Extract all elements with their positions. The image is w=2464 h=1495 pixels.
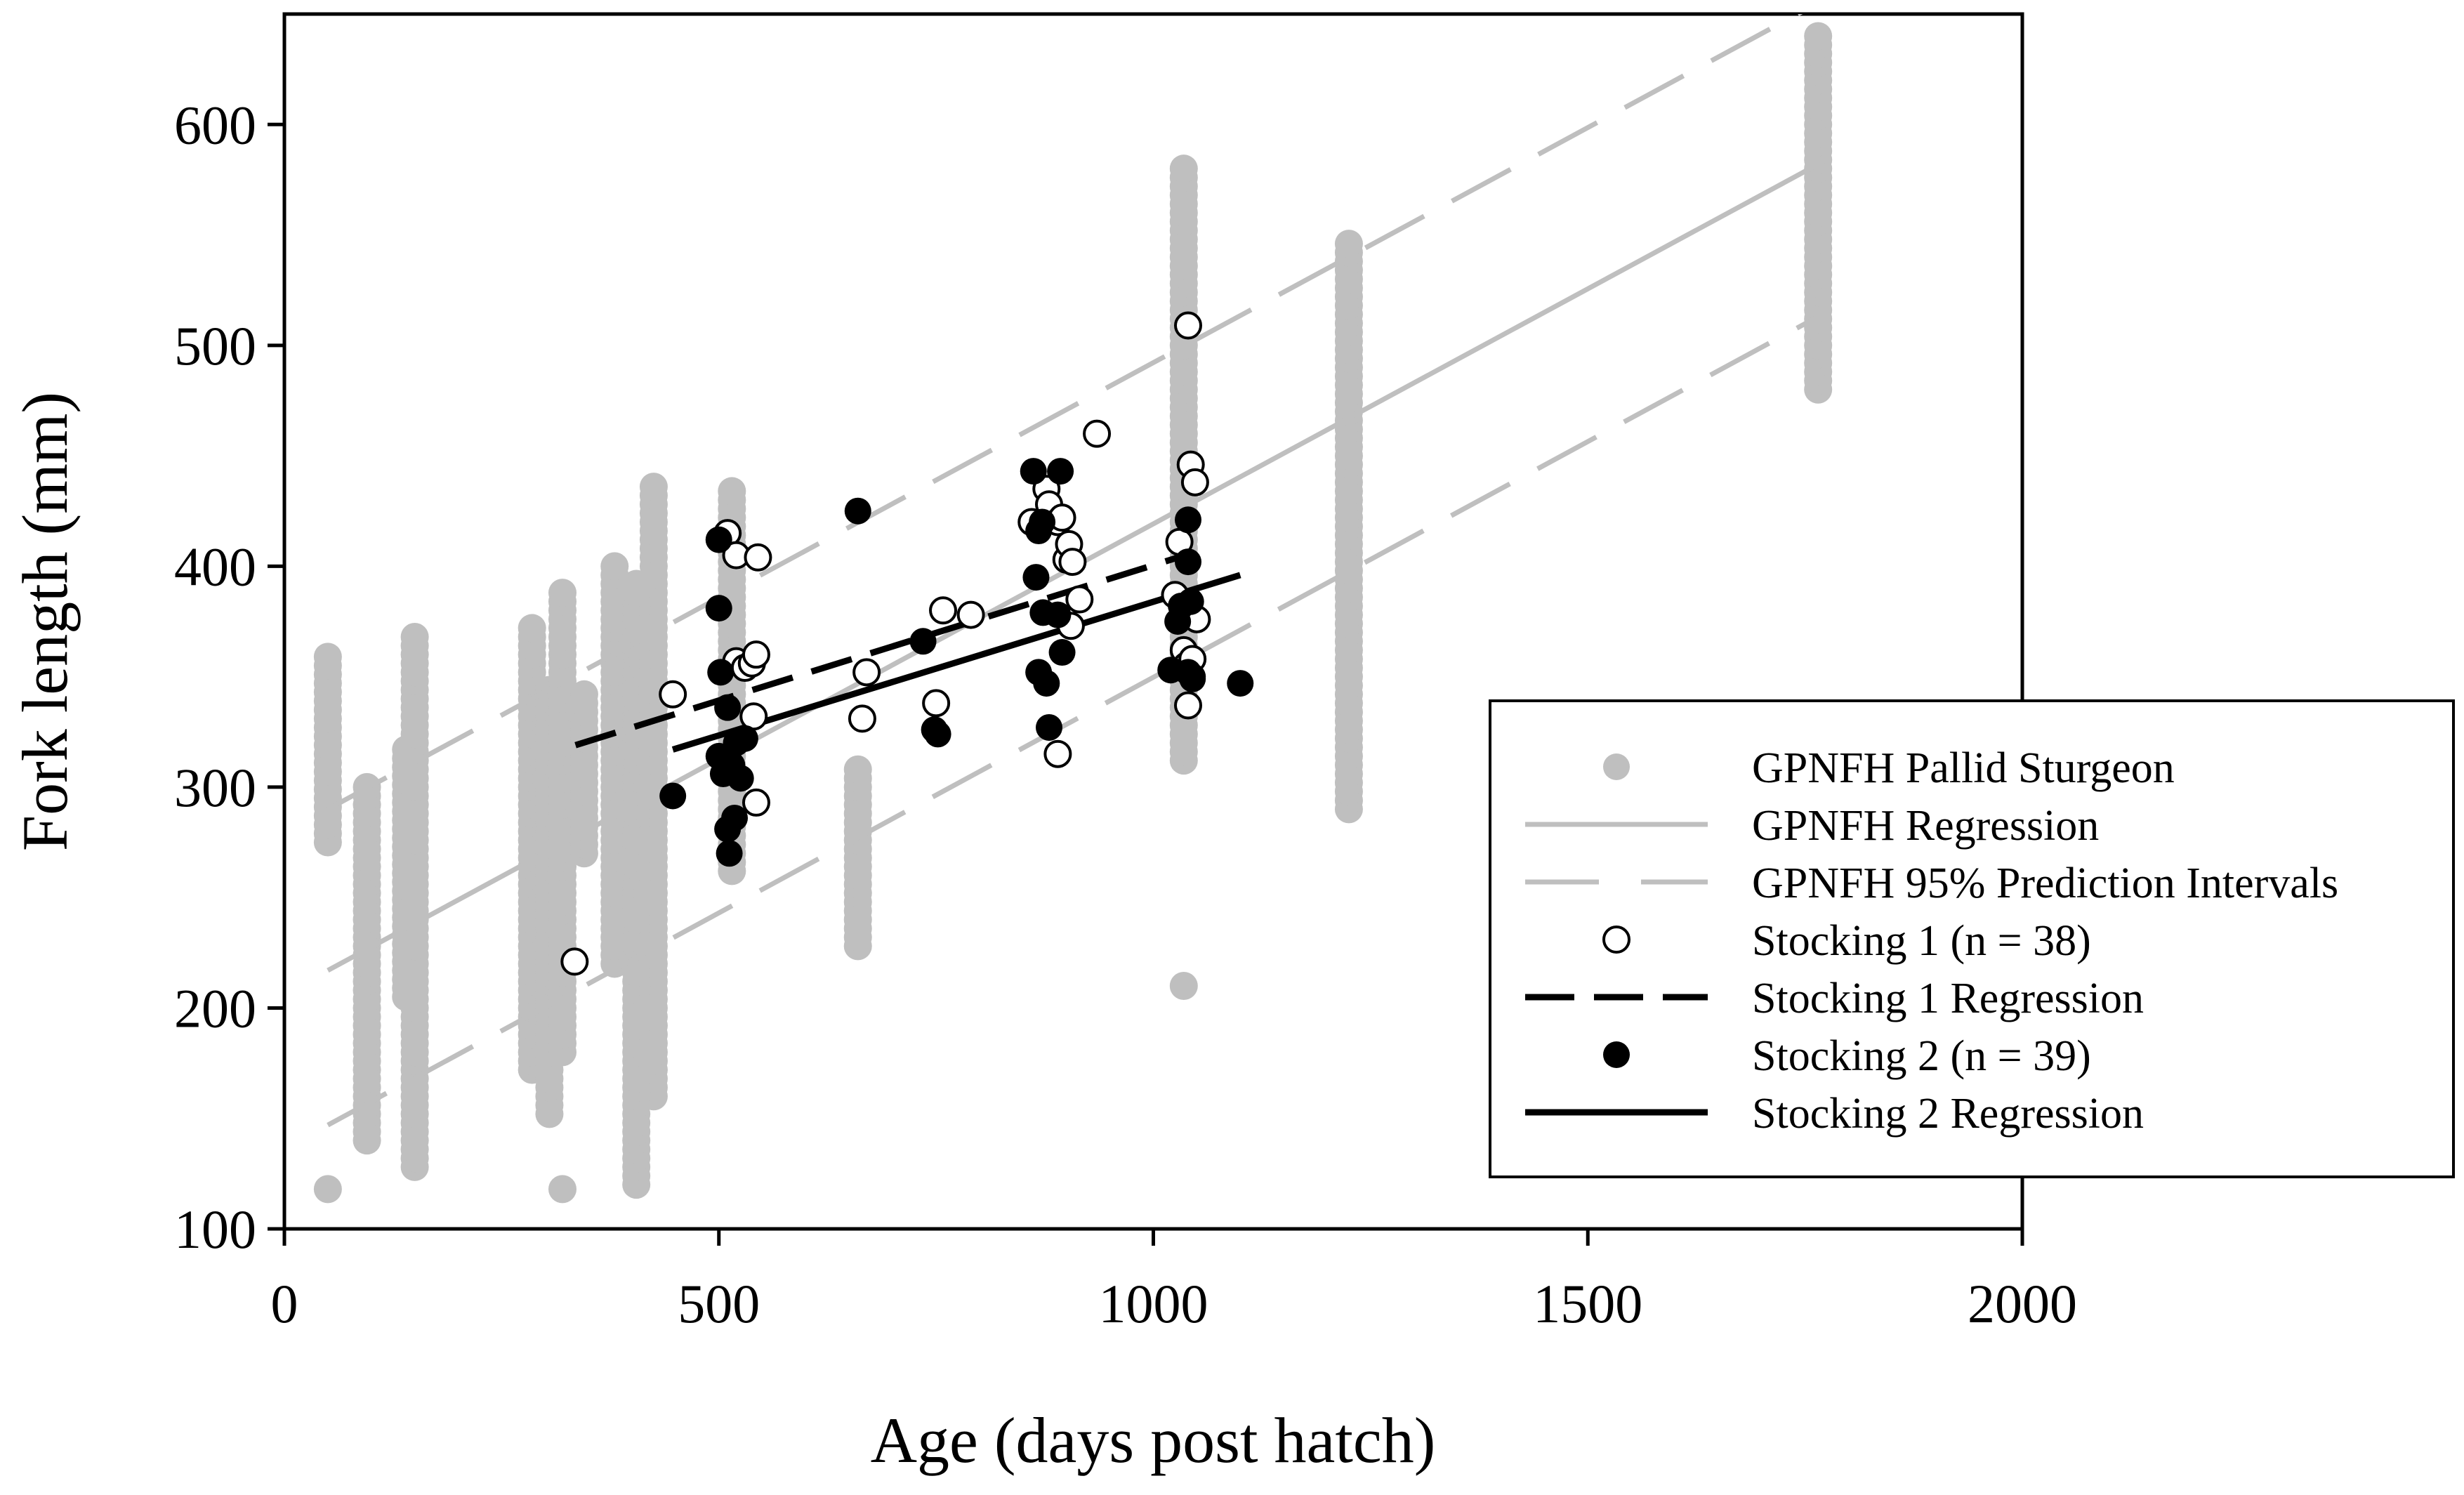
- stocking-2-point: [705, 595, 732, 622]
- gpnfh-point: [569, 680, 598, 709]
- x-tick-label: 1500: [1533, 1273, 1642, 1334]
- stocking-2-point: [1175, 548, 1201, 576]
- stocking-2-point: [659, 782, 687, 810]
- gpnfh-point: [600, 552, 629, 581]
- gpnfh-point: [1169, 154, 1198, 183]
- stocking-2-point: [1179, 663, 1206, 690]
- gpnfh-prediction-interval-upper: [327, 14, 1803, 812]
- legend-box: [1489, 699, 2455, 1178]
- gpnfh-point: [1334, 230, 1363, 258]
- stocking-1-point: [848, 704, 876, 733]
- stocking-2-point: [844, 497, 871, 525]
- x-axis-title: Age (days post hatch): [871, 1404, 1436, 1476]
- legend-label: GPNFH Pallid Sturgeon: [1752, 744, 2175, 792]
- x-tick-label: 0: [271, 1273, 298, 1334]
- ticks-layer: 0 500 1000 1500 2000 100 200 300 400 500 600: [174, 94, 2077, 1334]
- stocking-2-point: [707, 659, 734, 686]
- y-tick-label: 600: [174, 94, 256, 155]
- gpnfh-point: [1804, 22, 1833, 51]
- legend: GPNFH Pallid Sturgeon GPNFH Regression GPN…: [1489, 699, 2455, 1178]
- stocking-1-point: [1058, 548, 1087, 577]
- stocking-1-point: [659, 680, 687, 709]
- gpnfh-point: [548, 579, 577, 607]
- series-layer: [313, 14, 1833, 1204]
- stocking-1-point: [742, 788, 770, 817]
- y-tick-label: 500: [174, 315, 256, 376]
- stocking-1-point: [560, 947, 589, 976]
- gpnfh-point: [843, 755, 872, 784]
- gpnfh-prediction-interval-lower: [327, 314, 1819, 1128]
- legend-symbol: [1602, 926, 1630, 954]
- stocking-2-point: [909, 628, 937, 655]
- gpnfh-point: [400, 623, 429, 652]
- x-tick-label: 500: [678, 1273, 760, 1334]
- stocking-1-point: [922, 689, 951, 718]
- stocking-2-point: [721, 804, 749, 831]
- stocking-2-regression-line: [671, 572, 1241, 753]
- stocking-2-point: [731, 725, 758, 752]
- x-tick-label: 1000: [1099, 1273, 1208, 1334]
- stocking-1-point: [956, 600, 985, 629]
- gpnfh-point: [1169, 972, 1198, 1000]
- stocking-1-point: [1174, 691, 1202, 720]
- stocking-1-point: [929, 596, 958, 625]
- stocking-2-point: [1177, 588, 1204, 615]
- stocking-2-point: [1022, 564, 1050, 591]
- stocking-2-point: [1175, 506, 1201, 534]
- legend-label: Stocking 2 (n = 39): [1752, 1032, 2091, 1080]
- y-tick-label: 200: [174, 977, 256, 1039]
- stocking-2-point: [1029, 508, 1056, 536]
- legend-label: Stocking 1 Regression: [1752, 975, 2144, 1022]
- legend-label: Stocking 2 Regression: [1752, 1090, 2144, 1138]
- gpnfh-point: [313, 1175, 342, 1204]
- stocking-1-point: [742, 640, 770, 669]
- stocking-2-point: [727, 765, 754, 792]
- stocking-1-point: [744, 543, 772, 572]
- stocking-2-point: [1033, 670, 1060, 697]
- stocking-2-point: [1036, 713, 1062, 741]
- x-tick-label: 2000: [1968, 1273, 2077, 1334]
- y-tick-label: 300: [174, 757, 256, 818]
- gpnfh-point: [518, 614, 546, 643]
- stocking-1-point: [1180, 468, 1209, 496]
- gpnfh-point: [548, 1175, 577, 1204]
- stocking-2-point: [714, 694, 742, 721]
- stocking-2-point: [1047, 458, 1074, 485]
- stocking-1-point: [1043, 739, 1072, 768]
- legend-symbol: [1603, 1041, 1630, 1068]
- gpnfh-point: [718, 477, 746, 506]
- legend-label: GPNFH Regression: [1752, 802, 2099, 850]
- stocking-1-point: [1083, 419, 1112, 448]
- gpnfh-point: [313, 643, 342, 671]
- gpnfh-point: [639, 473, 668, 501]
- stocking-2-point: [716, 840, 743, 867]
- legend-symbol: [1603, 753, 1630, 780]
- stocking-1-point: [1174, 311, 1202, 340]
- legend-label: Stocking 1 (n = 38): [1752, 917, 2091, 965]
- stocking-2-point: [1048, 639, 1076, 666]
- stocking-2-point: [1044, 601, 1072, 628]
- y-tick-label: 100: [174, 1199, 256, 1260]
- stocking-2-point: [1227, 670, 1254, 697]
- stocking-2-point: [705, 526, 732, 553]
- legend-label: GPNFH 95% Prediction Intervals: [1752, 860, 2338, 907]
- stocking-2-point: [924, 720, 951, 748]
- stocking-2-point: [1020, 458, 1047, 485]
- stocking-1-point: [852, 658, 881, 687]
- y-axis-title: Fork length (mm): [9, 392, 81, 851]
- y-tick-label: 400: [174, 536, 256, 597]
- stocking-1-point: [1065, 585, 1094, 614]
- stocking-1-regression-line: [574, 550, 1194, 749]
